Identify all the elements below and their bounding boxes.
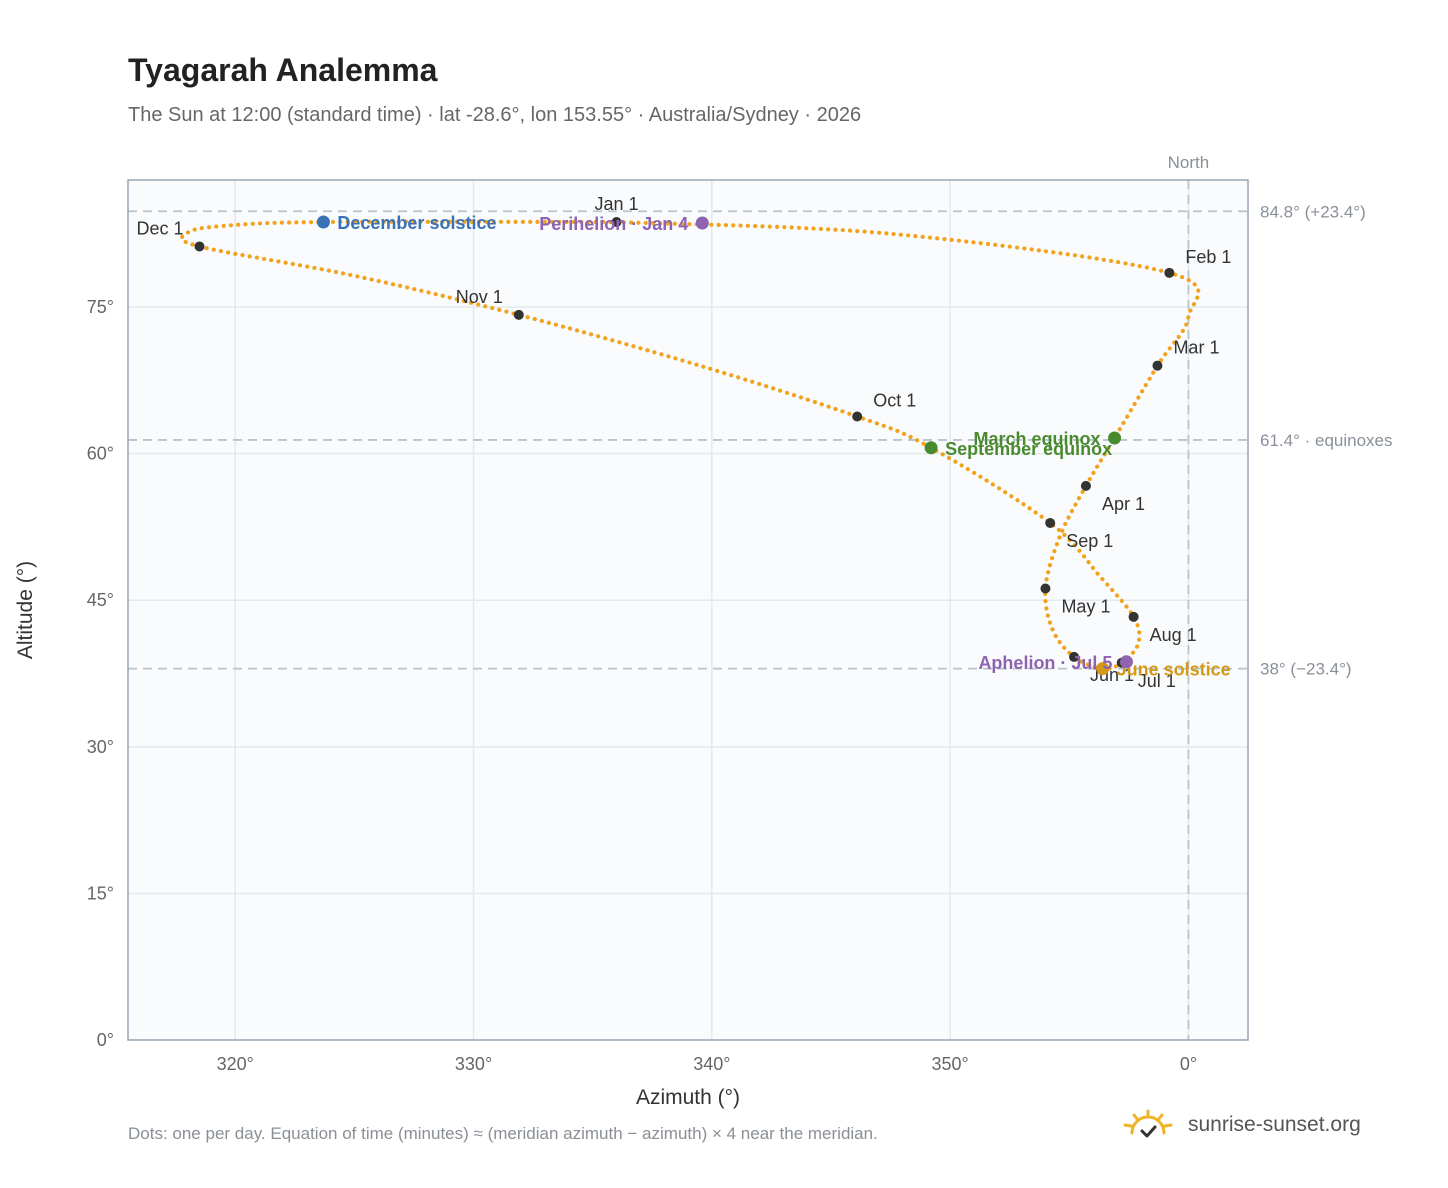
month-marker-label: Apr 1 bbox=[1102, 494, 1145, 514]
month-marker-label: Jan 1 bbox=[594, 194, 638, 214]
reference-lines: 84.8° (+23.4°) 61.4° · equinoxes 38° (−23.… bbox=[128, 153, 1393, 1040]
x-tick-label: 350° bbox=[932, 1054, 969, 1074]
month-marker-dot bbox=[1080, 480, 1091, 491]
month-marker-dot bbox=[611, 217, 622, 228]
month-marker-dot bbox=[194, 241, 205, 252]
reference-line-label: 84.8° (+23.4°) bbox=[1260, 202, 1366, 221]
event-markers: December solstice Perihelion · Jan 4 March… bbox=[316, 213, 1231, 680]
event-marker bbox=[316, 215, 330, 229]
sun-check-icon bbox=[1123, 1109, 1173, 1138]
y-tick-label: 15° bbox=[87, 883, 114, 903]
month-marker-dot bbox=[1069, 651, 1080, 662]
brand[interactable]: sunrise-sunset.org bbox=[1120, 1100, 1400, 1150]
event-label: December solstice bbox=[337, 213, 496, 233]
month-marker-label: Mar 1 bbox=[1173, 338, 1219, 358]
x-axis-label: Azimuth (°) bbox=[636, 1086, 740, 1109]
month-marker-label: Sep 1 bbox=[1066, 531, 1113, 551]
month-marker-dot bbox=[1152, 360, 1163, 371]
month-marker-dot bbox=[1040, 583, 1051, 594]
month-marker-dot bbox=[1164, 267, 1175, 278]
month-marker-label: Aug 1 bbox=[1150, 625, 1197, 645]
y-tick-label: 75° bbox=[87, 297, 114, 317]
plot-background bbox=[128, 180, 1248, 1040]
month-marker-label: Feb 1 bbox=[1185, 247, 1231, 267]
month-marker-label: Dec 1 bbox=[136, 218, 183, 238]
event-label: Aphelion · Jul 5 bbox=[978, 653, 1112, 673]
x-tick-label: 340° bbox=[693, 1054, 730, 1074]
chart-title: Tyagarah Analemma bbox=[128, 52, 438, 88]
month-marker-label: Nov 1 bbox=[456, 287, 503, 307]
event-marker bbox=[695, 216, 709, 230]
month-marker-dot bbox=[1128, 611, 1139, 622]
y-tick-label: 45° bbox=[87, 590, 114, 610]
month-marker-label: Oct 1 bbox=[873, 391, 916, 411]
month-marker-dot bbox=[513, 309, 524, 320]
reference-line-label: 61.4° · equinoxes bbox=[1260, 431, 1393, 450]
event-label: March equinox bbox=[974, 429, 1101, 449]
x-tick-label: 0° bbox=[1180, 1054, 1197, 1074]
y-tick-label: 60° bbox=[87, 444, 114, 464]
y-tick-label: 30° bbox=[87, 737, 114, 757]
event-marker bbox=[1119, 655, 1133, 669]
event-label: Perihelion · Jan 4 bbox=[539, 214, 688, 234]
event-marker bbox=[924, 441, 938, 455]
y-tick-label: 0° bbox=[97, 1030, 114, 1050]
chart-subtitle: The Sun at 12:00 (standard time) · lat -… bbox=[128, 104, 862, 126]
axis-ticks: 320° 330° 340° 350° 0° 0° 15° 30° 45° 60° 75° bbox=[87, 297, 1197, 1074]
footnote: Dots: one per day. Equation of time (min… bbox=[128, 1124, 878, 1143]
month-marker-dot bbox=[852, 411, 863, 422]
plot-frame bbox=[127, 179, 1249, 1041]
event-marker bbox=[1096, 662, 1110, 676]
meridian-label: North bbox=[1168, 153, 1210, 172]
event-label: September equinox bbox=[945, 439, 1112, 459]
month-marker-label: May 1 bbox=[1061, 597, 1110, 617]
brand-name: sunrise-sunset.org bbox=[1188, 1113, 1361, 1136]
y-axis-label: Altitude (°) bbox=[14, 561, 37, 659]
event-marker bbox=[1108, 431, 1122, 445]
reference-line-label: 38° (−23.4°) bbox=[1260, 660, 1352, 679]
month-marker-label: Jul 1 bbox=[1138, 671, 1176, 691]
event-label: June solstice bbox=[1117, 660, 1231, 680]
x-tick-label: 330° bbox=[455, 1054, 492, 1074]
x-tick-label: 320° bbox=[217, 1054, 254, 1074]
month-marker-dot bbox=[1045, 518, 1056, 529]
